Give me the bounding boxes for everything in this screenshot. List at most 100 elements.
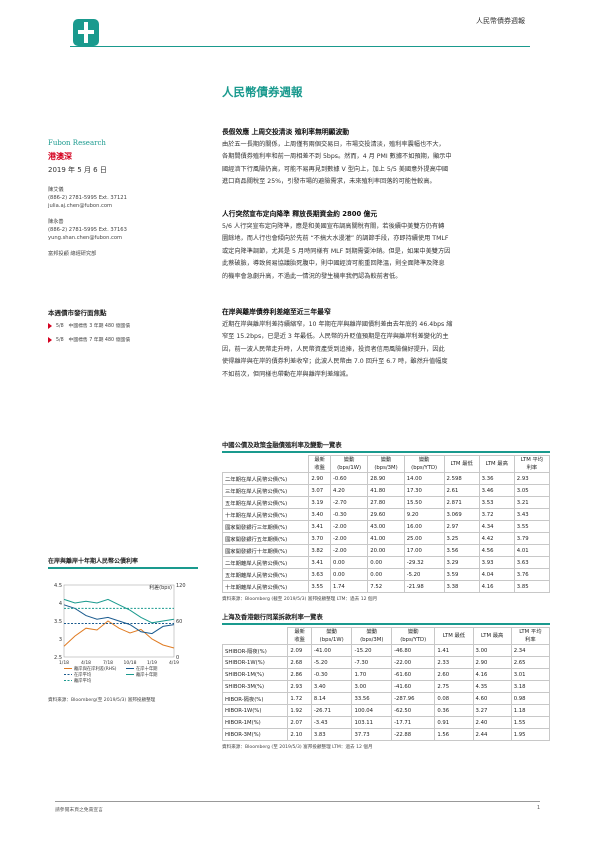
table2-title: 上海及香港銀行同業拆款利率一覽表 bbox=[222, 614, 323, 621]
para-line: 的機率會急劇升高，不過此一情況的發生機率我們認為較前者低。 bbox=[222, 272, 402, 280]
x-tick: 10/18 bbox=[124, 660, 137, 666]
row-label: 十年期在岸人民幣公債(%) bbox=[221, 508, 310, 521]
para-line: 或定向降準調節，尤其是 5 月時同樣有 MLF 到期需要沖銷。但是，如果中美雙方… bbox=[222, 247, 451, 255]
chart-svg: 4.5 4 3.5 3 2.5 120 60 0 利差(bps) 1/18 4/18 7/18 10/1… bbox=[54, 583, 186, 684]
row-label: SHIBOR-1W(%) bbox=[221, 656, 289, 669]
chart-rule bbox=[48, 567, 198, 569]
table-cell: -5.20 bbox=[403, 568, 445, 581]
table-cell: 3.55 bbox=[513, 520, 551, 533]
para-line: 國經濟下行風險仍高，可能不易再見到數據 V 型向上，加上 5/5 美國意外提高中… bbox=[222, 165, 449, 173]
column-header: 最新 收盤 bbox=[287, 627, 312, 645]
brand-en: Fubon Research bbox=[48, 139, 106, 147]
x-tick: 1/19 bbox=[147, 660, 157, 666]
brand-cn: 港澳深 bbox=[48, 152, 72, 161]
table-cell: 3.07 bbox=[308, 484, 331, 497]
bullet-icon bbox=[48, 322, 52, 329]
analyst-email[interactable]: yung.shan.chen@fubon.com bbox=[48, 235, 123, 241]
section-body: 近期在岸與離岸利差持續縮窄，10 年期在岸與離岸國債利差由去年底的 46.4bp… bbox=[222, 319, 542, 381]
table-row: 五年期在岸人民幣公債(%) 3.19 -2.70 27.80 15.50 2.871 3.5… bbox=[221, 496, 551, 509]
para-line: 不如前次，但同樣也帶動在岸與離岸利差縮減。 bbox=[222, 370, 352, 378]
table-cell: -3.43 bbox=[310, 716, 353, 729]
table-cell: 7.52 bbox=[367, 580, 405, 593]
y-right-tick: 0 bbox=[176, 655, 179, 661]
table-row: HIBOR-1W(%) 1.92 -26.71 100.04 -62.50 0.36 3.2… bbox=[221, 704, 551, 717]
legend-entry: 離岸與在岸利差(RHS) bbox=[74, 665, 117, 672]
table-cell: 2.10 bbox=[287, 728, 312, 741]
table-cell: 3.19 bbox=[308, 496, 331, 509]
row-label: 國家開發銀行十年期債(%) bbox=[221, 544, 310, 557]
table-cell: 15.50 bbox=[403, 496, 445, 509]
page-number: 1 bbox=[536, 806, 540, 811]
table-cell: 9.20 bbox=[403, 508, 445, 521]
table1: 最新 收盤 變動 (bps/1W) 變動 (bps/3M) 變動 (bps/YTD) LTM 最… bbox=[221, 455, 551, 593]
header-blank bbox=[223, 628, 288, 645]
analyst-phone: (886-2) 2781-5995 Ext. 37163 bbox=[48, 227, 127, 233]
watch-item-text: 5/8 中國標售 3 年期 480 億國債 bbox=[56, 324, 130, 329]
table-cell: 100.04 bbox=[351, 704, 393, 717]
department: 富邦投顧 總經研究部 bbox=[48, 251, 97, 257]
table-cell: 2.61 bbox=[443, 484, 480, 497]
table-cell: 1.92 bbox=[287, 704, 312, 717]
table-cell: 3.70 bbox=[308, 532, 331, 545]
table-cell: -46.80 bbox=[391, 644, 436, 657]
table-cell: 2.93 bbox=[513, 472, 551, 485]
fubon-logo bbox=[73, 19, 99, 46]
table-cell: 2.65 bbox=[510, 656, 551, 669]
table-cell: 3.069 bbox=[443, 508, 480, 521]
section-2: 人行突然宣布定向降準 釋放長期資金約 2800 億元 5/6 人行突宣布定向降準… bbox=[222, 208, 542, 283]
table-cell: 8.14 bbox=[310, 692, 353, 705]
legend-entry: 離岸平均 bbox=[74, 677, 91, 684]
section-heading: 在岸與離岸債券利差縮至近三年最窄 bbox=[222, 308, 331, 316]
table-cell: -287.96 bbox=[391, 692, 436, 705]
table-cell: 3.27 bbox=[472, 704, 512, 717]
table-cell: 29.60 bbox=[367, 508, 405, 521]
table-cell: 1.74 bbox=[329, 580, 369, 593]
table-cell: 3.59 bbox=[443, 568, 480, 581]
y-right-label: 利差(bps) bbox=[149, 584, 172, 591]
y-left-tick: 4.5 bbox=[54, 583, 62, 589]
table-cell: 2.90 bbox=[308, 472, 331, 485]
watch-item: 5/8 中國標售 7 年期 480 億國債 bbox=[48, 336, 130, 343]
table-cell: 2.97 bbox=[443, 520, 480, 533]
table-cell: 2.598 bbox=[443, 472, 480, 485]
chart-source: 資料來源：Bloomberg(至 2019/5/3) 富邦投顧整理 bbox=[48, 698, 156, 703]
series-line bbox=[63, 604, 175, 635]
report-title: 人民幣債券週報 bbox=[222, 85, 303, 99]
row-label: 國家開發銀行三年期債(%) bbox=[221, 520, 310, 533]
table-cell: 3.79 bbox=[513, 532, 551, 545]
table-cell: 4.60 bbox=[472, 692, 512, 705]
table-cell: 3.83 bbox=[310, 728, 353, 741]
analyst-email[interactable]: julia.aj.chen@fubon.com bbox=[48, 203, 113, 209]
analyst-phone: (886-2) 2781-5995 Ext. 37121 bbox=[48, 195, 127, 201]
table-cell: 3.05 bbox=[513, 484, 551, 497]
table-cell: 1.41 bbox=[434, 644, 474, 657]
y-left-tick: 3.5 bbox=[54, 619, 62, 625]
table-cell: 3.38 bbox=[443, 580, 480, 593]
table-cell: 3.53 bbox=[478, 496, 515, 509]
table-cell: 3.40 bbox=[310, 680, 353, 693]
para-line: 因，前一波人民幣走升時，人民幣資產受到追捧，投資者信用風險偏好提升，因此 bbox=[222, 345, 445, 353]
table-cell: 43.00 bbox=[367, 520, 405, 533]
row-label: HIBOR-3M(%) bbox=[221, 728, 289, 741]
table2-source: 資料來源：Bloomberg (至 2019/5/3) 富邦投顧整理 LTM：過… bbox=[222, 745, 373, 750]
table-cell: 2.44 bbox=[472, 728, 512, 741]
table-row: SHIBOR-1M(%) 2.86 -0.30 1.70 -61.60 2.60 4.16 3… bbox=[221, 668, 551, 681]
column-header: 變動 (bps/YTD) bbox=[391, 627, 436, 645]
table-cell: -2.00 bbox=[329, 544, 369, 557]
table-row: 國家開發銀行十年期債(%) 3.82 -2.00 20.00 17.00 3.56 4.56… bbox=[221, 544, 551, 557]
section-3: 在岸與離岸債券利差縮至近三年最窄 近期在岸與離岸利差持續縮窄，10 年期在岸與離… bbox=[222, 306, 542, 381]
table-cell: 2.33 bbox=[434, 656, 474, 669]
watch-title: 本週債市發行面焦點 bbox=[48, 309, 107, 317]
table-cell: 4.04 bbox=[478, 568, 515, 581]
table-cell: 20.00 bbox=[367, 544, 405, 557]
table-cell: -62.50 bbox=[391, 704, 436, 717]
table-cell: 0.00 bbox=[367, 568, 405, 581]
x-tick: 7/18 bbox=[103, 660, 113, 666]
section-1: 長假效應 上周交投清淡 殖利率無明顯波動 由於五一長期的關係，上周僅有兩個交易日… bbox=[222, 126, 542, 189]
para-line: 近期在岸與離岸利差持續縮窄，10 年期在岸與離岸國債利差由去年底的 46.4bp… bbox=[222, 321, 453, 328]
table-cell: 2.93 bbox=[287, 680, 312, 693]
row-label: 十年期離岸人民幣公債(%) bbox=[221, 580, 310, 593]
table-cell: 28.90 bbox=[367, 472, 405, 485]
table1-block: 中國公債及政策金融債殖利率及變動一覽表 最新 收盤 變動 (bps/1W) 變動 (bps… bbox=[221, 440, 551, 602]
table-cell: 3.01 bbox=[510, 668, 551, 681]
